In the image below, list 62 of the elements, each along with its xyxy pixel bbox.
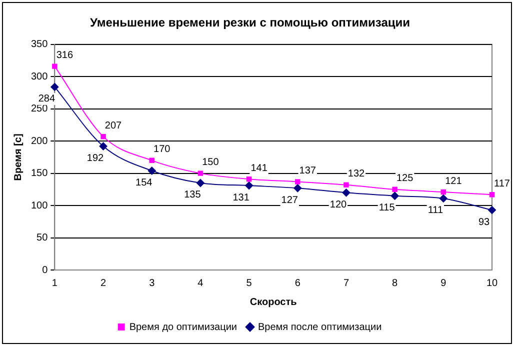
data-label: 170 bbox=[154, 144, 171, 156]
y-tick-label: 300 bbox=[30, 71, 48, 82]
x-tick-label: 7 bbox=[343, 278, 350, 289]
point bbox=[392, 186, 398, 192]
data-label: 154 bbox=[136, 177, 153, 188]
point bbox=[439, 194, 448, 202]
point bbox=[342, 188, 350, 197]
data-label: 111 bbox=[428, 205, 444, 216]
point bbox=[148, 166, 156, 175]
point bbox=[294, 184, 302, 192]
x-tick-label: 9 bbox=[440, 278, 447, 289]
x-axis-title: Скорость bbox=[250, 296, 297, 308]
y-axis-title: Время [c] bbox=[12, 134, 24, 181]
y-tick-label: 50 bbox=[36, 232, 48, 244]
data-label: 117 bbox=[494, 178, 510, 190]
data-label: 207 bbox=[104, 120, 122, 132]
point bbox=[196, 178, 204, 187]
data-label: 141 bbox=[250, 162, 268, 174]
point bbox=[390, 192, 399, 200]
point bbox=[489, 192, 495, 198]
x-tick-label: 2 bbox=[100, 278, 106, 289]
data-label: 284 bbox=[38, 94, 56, 105]
data-label: 127 bbox=[281, 194, 298, 206]
x-tick-label: 8 bbox=[392, 278, 398, 289]
data-label: 132 bbox=[348, 168, 366, 180]
point bbox=[295, 179, 300, 184]
point bbox=[245, 182, 254, 190]
data-label: 150 bbox=[202, 157, 220, 168]
chart-title: Уменьшение времени резки с помощью оптимизации bbox=[90, 16, 410, 30]
point bbox=[198, 170, 204, 176]
point bbox=[344, 182, 349, 188]
point bbox=[440, 189, 446, 195]
data-label: 115 bbox=[378, 202, 396, 214]
point bbox=[52, 64, 58, 69]
x-tick-label: 5 bbox=[246, 278, 252, 289]
x-tick-label: 1 bbox=[52, 278, 58, 289]
data-label: 192 bbox=[86, 152, 104, 164]
y-tick-label: 350 bbox=[30, 39, 48, 50]
y-tick-label: 150 bbox=[30, 168, 48, 180]
point bbox=[100, 134, 106, 140]
data-label: 125 bbox=[396, 173, 414, 184]
data-label: 137 bbox=[299, 165, 316, 176]
data-label: 135 bbox=[184, 190, 202, 201]
legend-label: Время после оптимизации bbox=[258, 322, 382, 333]
point bbox=[488, 206, 496, 214]
point bbox=[99, 142, 108, 150]
x-tick-label: 3 bbox=[149, 278, 156, 289]
y-tick-label: 0 bbox=[42, 264, 48, 276]
y-tick-label: 200 bbox=[30, 136, 48, 147]
x-tick-label: 4 bbox=[198, 278, 204, 289]
legend-label: Время до оптимизации bbox=[129, 322, 238, 333]
x-tick-label: 10 bbox=[486, 278, 498, 289]
point bbox=[50, 82, 59, 91]
data-label: 121 bbox=[445, 176, 462, 187]
data-label: 131 bbox=[232, 192, 250, 204]
x-tick-label: 6 bbox=[294, 278, 301, 289]
point bbox=[246, 176, 252, 182]
data-label: 120 bbox=[330, 199, 348, 210]
data-label: 316 bbox=[56, 50, 74, 62]
point bbox=[149, 158, 154, 164]
data-label: 93 bbox=[478, 216, 490, 228]
y-tick-label: 100 bbox=[30, 200, 48, 212]
